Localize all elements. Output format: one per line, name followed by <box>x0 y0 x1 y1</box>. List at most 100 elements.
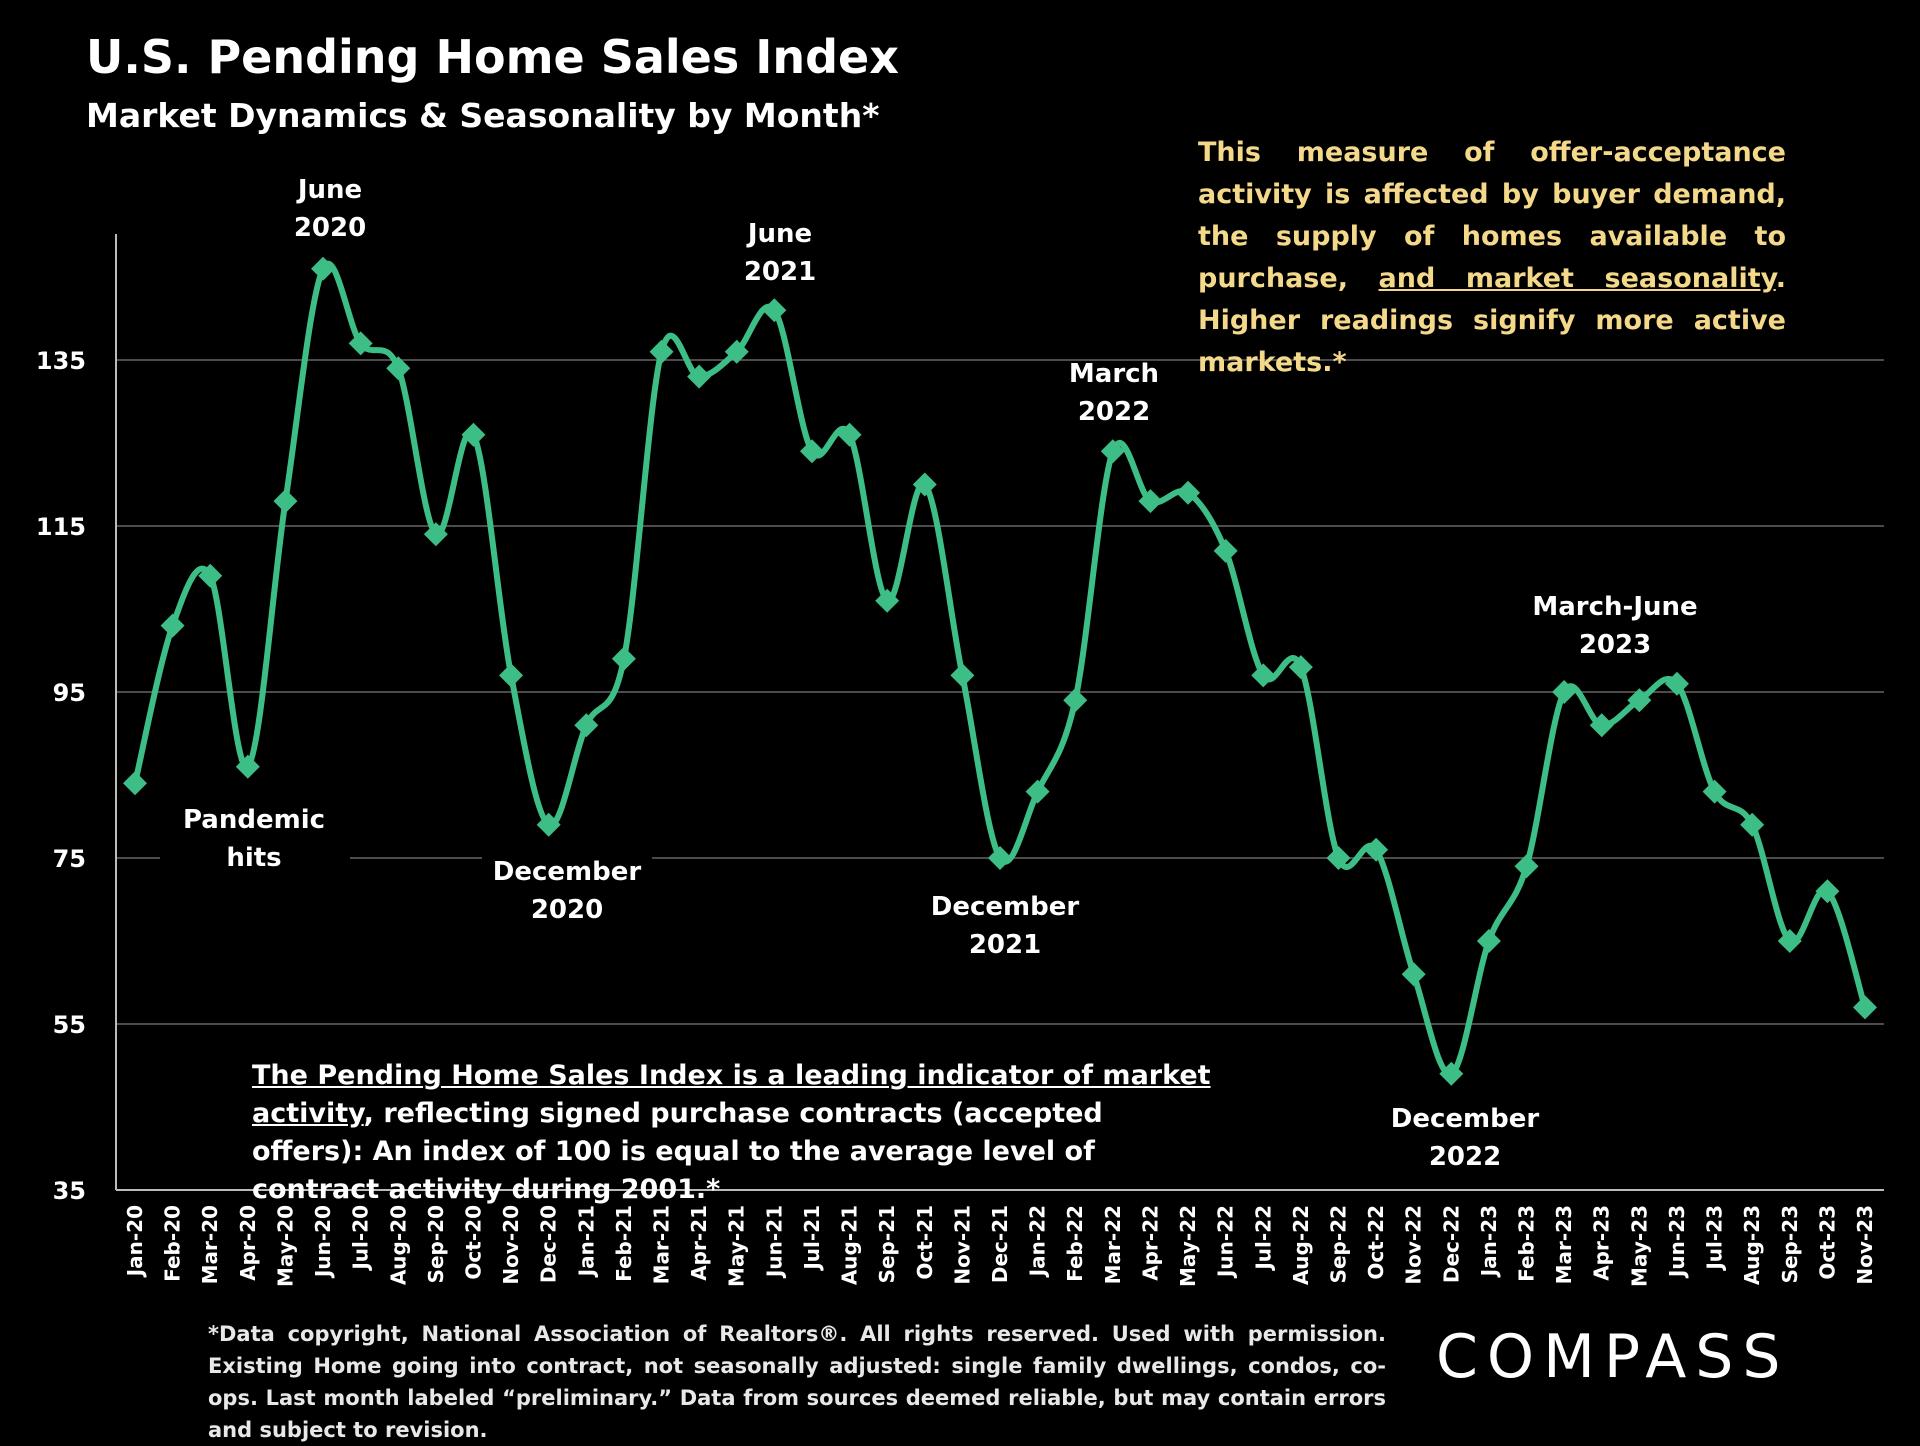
explanatory-note: This measure of offer-acceptance activit… <box>1198 132 1786 384</box>
data-point-Sep-21 <box>875 588 900 613</box>
x-tick-label: Jan-20 <box>123 1205 147 1278</box>
annotation-label: December <box>931 892 1080 922</box>
axes <box>115 234 1884 1191</box>
x-tick-label: May-20 <box>273 1205 297 1287</box>
x-tick-label: Mar-23 <box>1552 1205 1576 1284</box>
annotation-label: 2022 <box>1078 397 1150 427</box>
index-definition: The Pending Home Sales Index is a leadin… <box>252 1057 1212 1209</box>
label-mask <box>670 866 672 868</box>
x-tick-label: Aug-22 <box>1289 1205 1313 1285</box>
x-tick-label: Dec-22 <box>1439 1205 1463 1283</box>
y-axis-ticks: 35 55 75 95 115 135 <box>36 347 86 1205</box>
compass-logo: COMPASS <box>1436 1322 1790 1392</box>
data-point-Feb-21 <box>611 646 636 671</box>
x-tick-label: Jul-22 <box>1251 1205 1275 1272</box>
y-tick-label: 135 <box>36 347 86 375</box>
data-point-Feb-23 <box>1514 854 1539 879</box>
x-tick-label: Aug-23 <box>1740 1205 1764 1285</box>
x-tick-label: Feb-23 <box>1515 1205 1539 1282</box>
data-point-Oct-22 <box>1364 837 1389 862</box>
x-tick-label: Feb-21 <box>612 1205 636 1282</box>
data-point-Jun-20 <box>311 256 336 281</box>
x-tick-label: Jun-23 <box>1665 1205 1689 1279</box>
y-tick-label: 115 <box>36 513 86 541</box>
data-point-Apr-23 <box>1589 713 1614 738</box>
data-point-Sep-22 <box>1326 846 1351 870</box>
chart-title: U.S. Pending Home Sales Index <box>86 30 899 84</box>
data-point-Apr-22 <box>1138 489 1163 514</box>
data-point-Jan-23 <box>1476 929 1501 953</box>
data-point-Jul-23 <box>1702 779 1727 804</box>
annotation-label: 2021 <box>744 257 816 287</box>
data-point-Mar-22 <box>1100 439 1125 464</box>
data-point-Mar-23 <box>1552 680 1577 704</box>
data-point-Jun-22 <box>1213 538 1238 563</box>
x-tick-label: Feb-20 <box>161 1205 185 1282</box>
annotation-label: hits <box>226 843 281 873</box>
note-text-2: . Higher readings signify more active ma… <box>1198 263 1786 378</box>
x-tick-label: Oct-20 <box>461 1205 485 1280</box>
data-point-Sep-23 <box>1777 929 1802 953</box>
x-tick-label: Apr-20 <box>236 1205 260 1281</box>
x-tick-label: Jul-21 <box>800 1205 824 1272</box>
label-mask <box>160 812 350 890</box>
x-tick-label: Feb-22 <box>1063 1205 1087 1282</box>
x-tick-label: Jan-22 <box>1026 1205 1050 1278</box>
note-underlined: and market seasonality <box>1378 263 1776 294</box>
data-point-Feb-20 <box>160 613 185 638</box>
footnote: *Data copyright, National Association of… <box>208 1322 1386 1442</box>
x-tick-label: May-22 <box>1176 1205 1200 1287</box>
chart-subtitle: Market Dynamics & Seasonality by Month* <box>86 96 880 135</box>
data-point-Mar-21 <box>649 339 674 364</box>
x-tick-label: Sep-22 <box>1326 1205 1350 1283</box>
annotation-label: 2021 <box>969 930 1041 960</box>
annotation-label: Pandemic <box>183 805 325 835</box>
data-point-Nov-23 <box>1853 995 1877 1020</box>
annotation-label: 2020 <box>531 895 603 925</box>
x-tick-label: Jun-22 <box>1214 1205 1238 1279</box>
data-point-May-21 <box>724 339 749 364</box>
x-tick-label: Sep-20 <box>424 1205 448 1283</box>
annotation-label: June <box>746 219 812 249</box>
data-point-Jul-22 <box>1251 663 1276 688</box>
x-tick-label: Mar-22 <box>1101 1205 1125 1284</box>
data-point-Dec-21 <box>988 846 1012 870</box>
x-tick-label: Mar-20 <box>198 1205 222 1284</box>
x-tick-label: Jul-20 <box>349 1205 373 1272</box>
data-point-May-23 <box>1627 688 1652 713</box>
x-tick-label: Apr-22 <box>1138 1205 1162 1281</box>
x-tick-label: May-23 <box>1627 1205 1651 1287</box>
data-point-Aug-20 <box>386 356 411 381</box>
note-text-1: This measure of offer-acceptance activit… <box>1198 137 1786 294</box>
y-tick-label: 75 <box>53 845 86 873</box>
annotations: June 2020 Pandemic hits December 2020 June 2021… <box>160 175 1698 1172</box>
x-tick-label: Nov-21 <box>950 1205 974 1285</box>
annotation-label: June <box>296 175 362 205</box>
data-point-Nov-20 <box>499 663 524 688</box>
y-tick-label: 95 <box>53 679 86 707</box>
data-point-Dec-20 <box>536 812 561 837</box>
x-tick-label: Dec-20 <box>537 1205 561 1283</box>
x-tick-label: Sep-21 <box>875 1205 899 1283</box>
x-tick-label: Aug-20 <box>386 1205 410 1285</box>
x-tick-label: Dec-21 <box>988 1205 1012 1283</box>
data-point-Jan-21 <box>574 713 599 738</box>
data-point-Jul-21 <box>799 439 824 464</box>
x-tick-label: Jan-23 <box>1477 1205 1501 1278</box>
data-point-Aug-21 <box>837 422 862 447</box>
annotation-label: December <box>493 857 642 887</box>
data-point-Nov-22 <box>1401 962 1426 987</box>
y-tick-label: 35 <box>53 1177 86 1205</box>
data-series <box>123 256 1877 1086</box>
y-tick-label: 55 <box>53 1011 86 1039</box>
x-tick-label: Apr-23 <box>1590 1205 1614 1281</box>
x-axis-ticks: Jan-20 Feb-20 Mar-20 Apr-20 May-20 Jun-20 Jul-… <box>123 1205 1877 1287</box>
data-point-Jan-20 <box>123 771 147 796</box>
data-point-Aug-23 <box>1740 812 1765 837</box>
data-point-May-20 <box>273 489 298 514</box>
data-point-Apr-20 <box>235 754 260 779</box>
x-tick-label: Apr-21 <box>687 1205 711 1281</box>
data-point-Jun-21 <box>762 298 787 323</box>
x-tick-label: May-21 <box>725 1205 749 1287</box>
